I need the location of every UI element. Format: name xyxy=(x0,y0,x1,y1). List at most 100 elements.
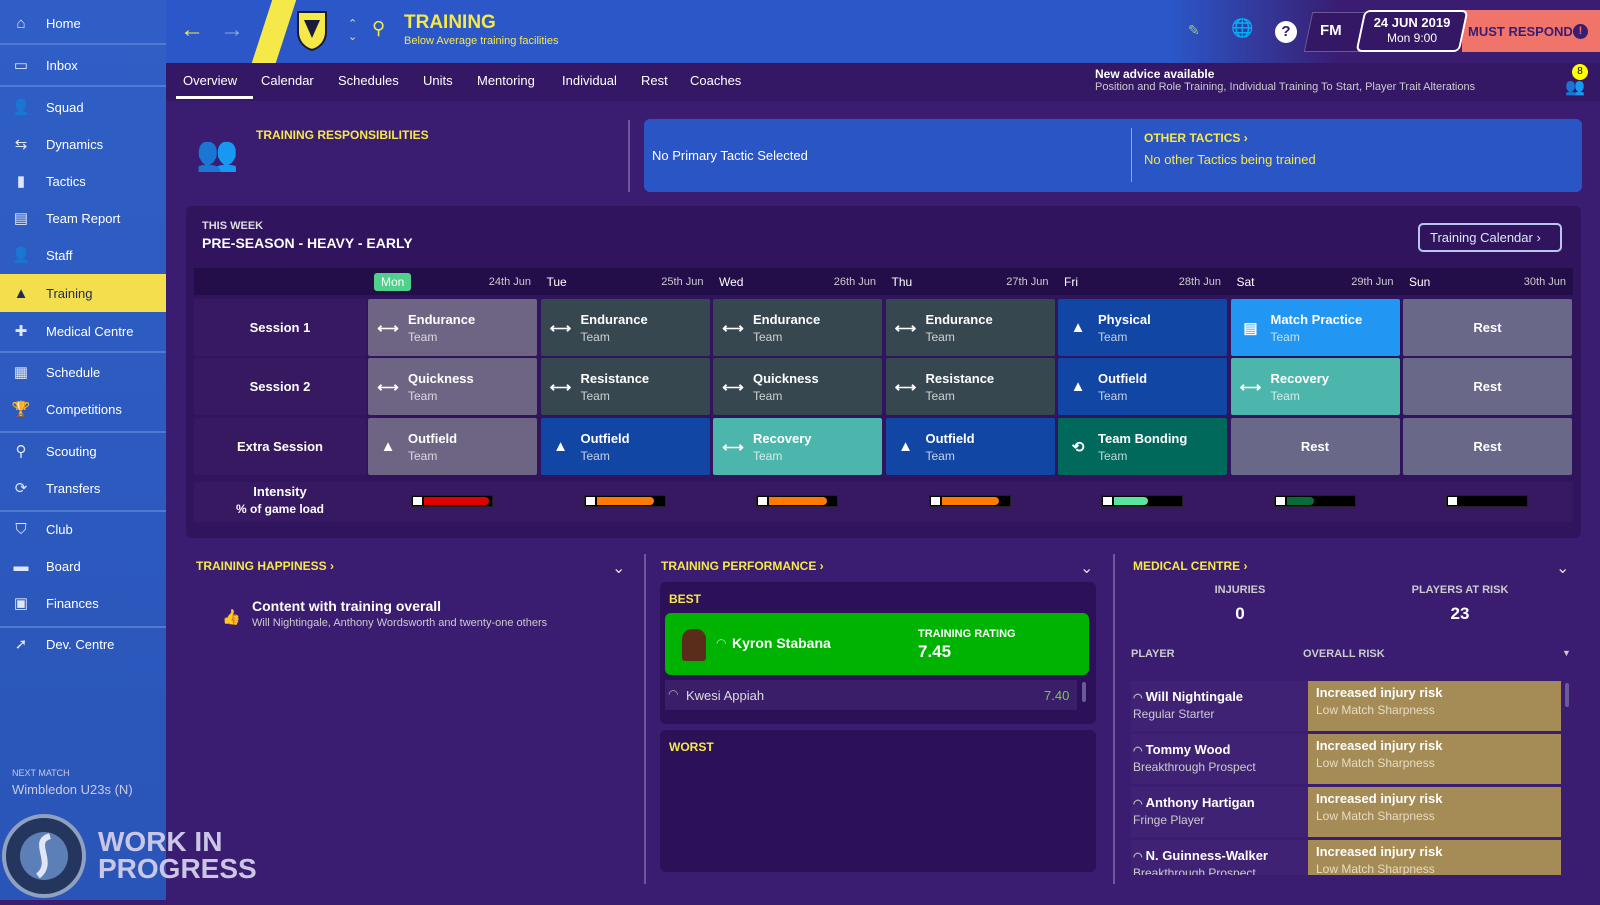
collapse-chevron-icon[interactable]: ⌄ xyxy=(1080,560,1094,577)
tab-coaches[interactable]: Coaches xyxy=(690,73,742,88)
risk-row[interactable]: ◠ Tommy Wood Breakthrough Prospect Increas… xyxy=(1131,734,1561,784)
day-header: Mon 24th Jun xyxy=(368,268,537,295)
sidebar-item-squad[interactable]: 👤 Squad xyxy=(0,88,166,126)
training-performance-link[interactable]: TRAINING PERFORMANCE › xyxy=(661,559,824,573)
tab-units[interactable]: Units xyxy=(423,73,453,88)
top-player-name[interactable]: Kyron Stabana xyxy=(732,635,831,651)
search-icon[interactable]: ⚲ xyxy=(372,18,386,38)
session-cell[interactable]: ⟷ Quickness Team xyxy=(713,358,882,415)
advice-text[interactable]: Position and Role Training, Individual T… xyxy=(1095,81,1476,93)
sidebar-item-club[interactable]: ⛉ Club xyxy=(0,510,166,548)
sub-navigation xyxy=(166,63,1600,101)
session-cell[interactable]: ▲ Outfield Team xyxy=(1058,358,1227,415)
training-calendar-button[interactable]: Training Calendar › xyxy=(1418,223,1562,252)
sidebar-item-finances[interactable]: ▣ Finances xyxy=(0,584,166,622)
globe-icon[interactable]: 🌐 xyxy=(1231,18,1254,38)
session-cell-rest[interactable]: Rest xyxy=(1230,418,1400,475)
sidebar-item-training[interactable]: ▲ Training xyxy=(0,274,166,312)
club-switch-chevrons[interactable]: ⌃ ⌄ xyxy=(348,18,358,43)
sidebar-item-competitions[interactable]: 🏆 Competitions xyxy=(0,390,166,428)
session-cell[interactable]: ⟷ Endurance Team xyxy=(368,299,537,356)
second-player-name[interactable]: Kwesi Appiah xyxy=(686,688,765,703)
sidebar-item-board[interactable]: ▬ Board xyxy=(0,547,166,585)
intensity-bar xyxy=(928,495,1011,507)
scrollbar[interactable] xyxy=(1082,682,1086,702)
player-role: Breakthrough Prospect xyxy=(1133,866,1256,875)
best-label: BEST xyxy=(669,592,702,606)
worst-panel xyxy=(660,730,1096,872)
training-happiness-link[interactable]: TRAINING HAPPINESS › xyxy=(196,559,335,573)
scrollbar[interactable] xyxy=(1565,683,1569,707)
sidebar-item-scouting[interactable]: ⚲ Scouting xyxy=(0,432,166,470)
tab-calendar[interactable]: Calendar xyxy=(261,73,314,88)
session-cell[interactable]: ⟷ Endurance Team xyxy=(885,299,1055,356)
session-cell-rest[interactable]: Rest xyxy=(1403,418,1572,475)
player-row[interactable] xyxy=(665,680,1077,710)
sidebar-item-staff[interactable]: 👤 Staff xyxy=(0,236,166,274)
session-cell-rest[interactable]: Rest xyxy=(1403,358,1572,415)
collapse-chevron-icon[interactable]: ⌄ xyxy=(1556,560,1570,577)
clipboard-icon: ▤ xyxy=(1243,319,1258,337)
session-cell[interactable]: ▲ Outfield Team xyxy=(885,418,1055,475)
session-cell[interactable]: ⟲ Team Bonding Team xyxy=(1058,418,1227,475)
risk-row[interactable]: ◠ Will Nightingale Regular Starter Increas… xyxy=(1131,681,1561,731)
intensity-icon xyxy=(1275,497,1285,505)
session-cell[interactable]: ▤ Match Practice Team xyxy=(1230,299,1400,356)
risk-row[interactable]: ◠ N. Guinness-Walker Breakthrough Prospec… xyxy=(1131,840,1561,875)
medical-centre-link[interactable]: MEDICAL CENTRE › xyxy=(1133,559,1248,573)
sidebar-item-dev-centre[interactable]: ➚ Dev. Centre xyxy=(0,625,166,663)
advice-title[interactable]: New advice available xyxy=(1095,67,1215,81)
best-player-card[interactable] xyxy=(665,613,1089,675)
other-tactics-link[interactable]: OTHER TACTICS › xyxy=(1144,131,1248,145)
sidebar-item-inbox[interactable]: ▭ Inbox xyxy=(0,46,166,84)
staff-advice-icon[interactable]: 👥 xyxy=(1565,79,1585,96)
help-icon[interactable]: ? xyxy=(1275,21,1297,43)
collapse-chevron-icon[interactable]: ⌄ xyxy=(612,560,626,577)
column-player[interactable]: PLAYER xyxy=(1131,648,1175,660)
active-tab-underline xyxy=(176,96,253,99)
tab-overview[interactable]: Overview xyxy=(183,73,238,88)
tab-rest[interactable]: Rest xyxy=(641,73,668,88)
club-crest[interactable] xyxy=(296,10,328,52)
tab-schedules[interactable]: Schedules xyxy=(338,73,399,88)
advice-count-badge: 8 xyxy=(1572,64,1588,80)
sidebar-item-dynamics[interactable]: ⇆ Dynamics xyxy=(0,125,166,163)
session-cell[interactable]: ⟷ Recovery Team xyxy=(1230,358,1400,415)
session-cell-rest[interactable]: Rest xyxy=(1403,299,1572,356)
sidebar-item-label: Home xyxy=(46,15,81,31)
column-overall-risk[interactable]: OVERALL RISK xyxy=(1303,648,1385,660)
intensity-bar xyxy=(756,495,838,507)
tab-mentoring[interactable]: Mentoring xyxy=(477,73,535,88)
session-cell[interactable]: ▲ Outfield Team xyxy=(540,418,710,475)
session-unit: Team xyxy=(925,329,955,344)
intensity-fill xyxy=(1114,497,1148,505)
sidebar-item-tactics[interactable]: ▮ Tactics xyxy=(0,162,166,200)
sidebar-item-home[interactable]: ⌂ Home xyxy=(0,4,166,42)
back-arrow-icon[interactable]: ← xyxy=(180,16,204,43)
primary-tactic[interactable]: No Primary Tactic Selected xyxy=(652,148,808,163)
pencil-icon[interactable]: ✎ xyxy=(1188,22,1200,38)
players-at-risk-count: 23 xyxy=(1450,604,1470,623)
sort-dropdown-icon[interactable]: ▼ xyxy=(1562,648,1571,658)
dumbbell-icon: ⟷ xyxy=(722,378,744,396)
session-cell[interactable]: ⟷ Quickness Team xyxy=(368,358,537,415)
next-match[interactable]: Wimbledon U23s (N) xyxy=(12,782,133,797)
session-cell[interactable]: ⟷ Recovery Team xyxy=(713,418,882,475)
sidebar-item-schedule[interactable]: ▦ Schedule xyxy=(0,353,166,391)
session-cell[interactable]: ⟷ Resistance Team xyxy=(540,358,710,415)
session-cell[interactable]: ▲ Physical Team xyxy=(1058,299,1227,356)
sidebar-item-medical-centre[interactable]: ✚ Medical Centre xyxy=(0,312,166,350)
session-unit: Team xyxy=(408,448,438,463)
sidebar-item-label: Tactics xyxy=(46,173,86,189)
session-cell[interactable]: ▲ Outfield Team xyxy=(368,418,537,475)
forward-arrow-icon[interactable]: → xyxy=(220,16,244,43)
responsibilities-title[interactable]: TRAINING RESPONSIBILITIES xyxy=(256,128,429,142)
sidebar-divider xyxy=(0,43,166,45)
risk-row[interactable]: ◠ Anthony Hartigan Fringe Player Increased… xyxy=(1131,787,1561,837)
sidebar-item-team-report[interactable]: ▤ Team Report xyxy=(0,199,166,237)
session-cell[interactable]: ⟷ Endurance Team xyxy=(713,299,882,356)
tab-individual[interactable]: Individual xyxy=(562,73,617,88)
session-cell[interactable]: ⟷ Resistance Team xyxy=(885,358,1055,415)
session-cell[interactable]: ⟷ Endurance Team xyxy=(540,299,710,356)
sidebar-item-transfers[interactable]: ⟳ Transfers xyxy=(0,469,166,507)
